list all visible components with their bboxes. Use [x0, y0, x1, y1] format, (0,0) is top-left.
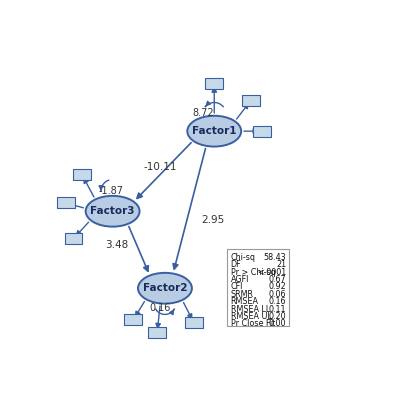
Text: 2.95: 2.95	[201, 216, 224, 226]
FancyBboxPatch shape	[227, 248, 289, 326]
Text: 0.20: 0.20	[268, 312, 286, 321]
FancyBboxPatch shape	[57, 198, 74, 208]
Text: SRMR: SRMR	[230, 290, 254, 299]
Text: 0.06: 0.06	[268, 290, 286, 299]
Ellipse shape	[187, 116, 241, 146]
FancyBboxPatch shape	[64, 233, 82, 244]
Text: Pr > Chi-sq: Pr > Chi-sq	[230, 268, 275, 277]
Text: -1.87: -1.87	[98, 186, 124, 196]
Text: 0.11: 0.11	[268, 304, 286, 314]
Text: Factor1: Factor1	[192, 126, 236, 136]
FancyBboxPatch shape	[253, 126, 271, 137]
Text: 0.16: 0.16	[150, 303, 171, 313]
FancyBboxPatch shape	[124, 314, 142, 325]
Text: 0.00: 0.00	[268, 319, 286, 328]
Text: 0.16: 0.16	[268, 297, 286, 306]
FancyBboxPatch shape	[205, 78, 223, 89]
Text: RMSEA UL: RMSEA UL	[230, 312, 272, 321]
Text: -10.11: -10.11	[144, 162, 177, 172]
Text: DF: DF	[230, 260, 241, 269]
Text: CFI: CFI	[230, 282, 243, 291]
Text: RMSEA LL: RMSEA LL	[230, 304, 270, 314]
FancyBboxPatch shape	[73, 169, 91, 180]
Text: <.0001: <.0001	[257, 268, 286, 277]
Text: 58.43: 58.43	[263, 253, 286, 262]
Ellipse shape	[138, 273, 192, 304]
Text: 0.67: 0.67	[268, 275, 286, 284]
Text: 21: 21	[276, 260, 286, 269]
FancyBboxPatch shape	[242, 95, 260, 106]
Ellipse shape	[86, 196, 140, 227]
Text: 3.48: 3.48	[106, 240, 129, 250]
Text: 8.72: 8.72	[193, 108, 214, 118]
Text: Factor3: Factor3	[90, 206, 135, 216]
Text: Factor2: Factor2	[143, 283, 187, 293]
Text: AGFI: AGFI	[230, 275, 249, 284]
Text: Chi-sq: Chi-sq	[230, 253, 256, 262]
FancyBboxPatch shape	[185, 317, 202, 328]
FancyBboxPatch shape	[148, 327, 166, 338]
Text: Pr Close Fit: Pr Close Fit	[230, 319, 275, 328]
Text: 0.92: 0.92	[268, 282, 286, 291]
Text: RMSEA: RMSEA	[230, 297, 258, 306]
